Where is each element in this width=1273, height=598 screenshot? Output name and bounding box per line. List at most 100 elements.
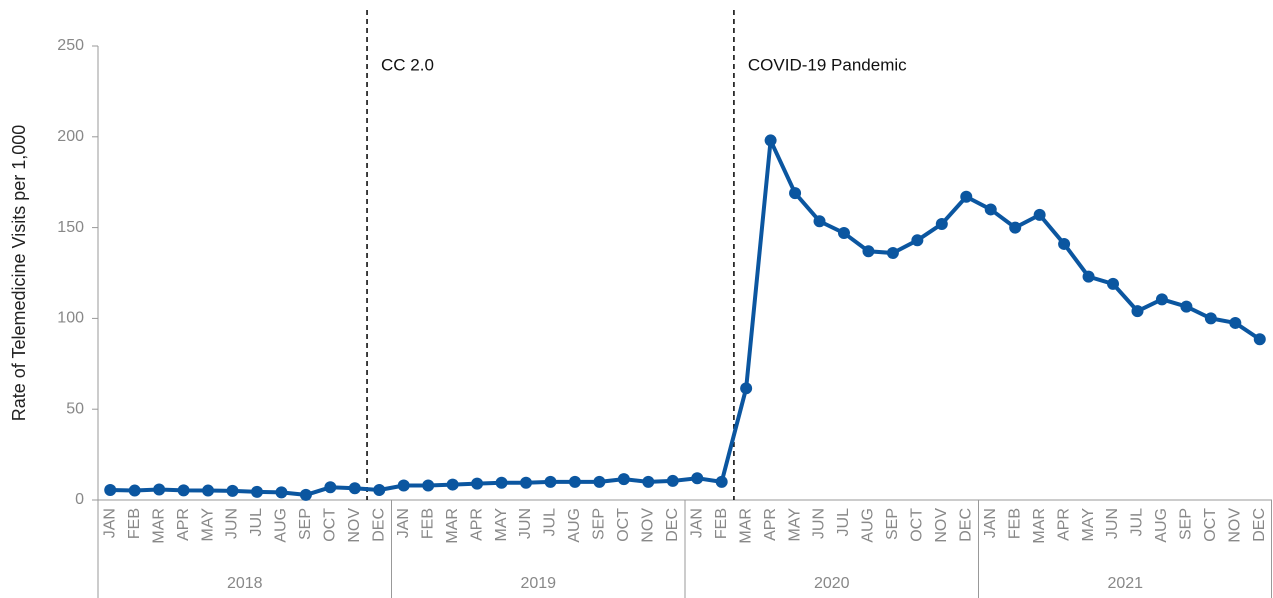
x-tick-label: JUL — [1129, 508, 1146, 537]
x-tick-label: JAN — [395, 508, 412, 538]
point — [1082, 270, 1095, 283]
point — [764, 134, 777, 147]
x-tick-label: MAR — [1031, 508, 1048, 544]
group-label: 2019 — [520, 575, 556, 592]
x-tick-label: OCT — [909, 508, 926, 542]
point — [715, 475, 728, 488]
point — [789, 187, 802, 200]
x-tick-label: NOV — [346, 508, 363, 543]
point — [568, 475, 581, 488]
y-tick-label: 150 — [57, 219, 84, 236]
x-tick-label: APR — [1055, 508, 1072, 541]
y-tick-label: 50 — [66, 400, 84, 417]
x-tick-label: JAN — [101, 508, 118, 538]
point — [544, 475, 557, 488]
x-tick-label: JAN — [688, 508, 705, 538]
point — [397, 479, 410, 492]
x-tick-label: JAN — [982, 508, 999, 538]
point — [495, 476, 508, 489]
point — [911, 234, 924, 247]
x-tick-label: SEP — [1178, 508, 1195, 540]
x-tick-label: JUN — [517, 508, 534, 539]
series-line — [110, 138, 1261, 497]
point — [642, 475, 655, 488]
x-tick-label: OCT — [1202, 508, 1219, 542]
annotation: CC 2.0 — [381, 55, 434, 74]
point — [1253, 333, 1266, 346]
point — [593, 475, 606, 488]
x-tick-label: APR — [762, 508, 779, 541]
x-tick-label: DEC — [664, 508, 681, 542]
point — [104, 484, 117, 497]
point — [446, 478, 459, 491]
x-tick-label: MAY — [493, 508, 510, 542]
point — [520, 476, 533, 489]
x-tick-label: FEB — [1006, 508, 1023, 539]
point — [202, 484, 215, 497]
point — [984, 203, 997, 216]
point — [740, 382, 753, 395]
point — [1155, 293, 1168, 306]
point — [128, 484, 141, 497]
x-tick-label: NOV — [1227, 508, 1244, 543]
y-tick-label: 250 — [57, 37, 84, 54]
point — [1009, 221, 1022, 234]
point — [666, 474, 679, 487]
point — [1131, 305, 1144, 318]
group-label: 2018 — [227, 575, 263, 592]
annotation: COVID-19 Pandemic — [748, 55, 907, 74]
y-axis-label: Rate of Telemedicine Visits per 1,000 — [9, 125, 29, 422]
point — [153, 483, 166, 496]
point — [250, 485, 263, 498]
x-tick-label: MAR — [150, 508, 167, 544]
point — [373, 484, 386, 497]
x-tick-label: APR — [468, 508, 485, 541]
x-tick-label: APR — [175, 508, 192, 541]
x-tick-label: AUG — [860, 508, 877, 543]
group-label: 2021 — [1107, 575, 1143, 592]
x-tick-label: JUN — [1104, 508, 1121, 539]
y-tick-label: 200 — [57, 128, 84, 145]
point — [691, 472, 704, 485]
point — [837, 227, 850, 240]
x-tick-label: MAR — [737, 508, 754, 544]
point — [960, 190, 973, 203]
x-tick-label: FEB — [713, 508, 730, 539]
x-tick-label: MAY — [1080, 508, 1097, 542]
point — [324, 481, 337, 494]
point — [275, 486, 288, 499]
point — [1229, 316, 1242, 329]
point — [471, 477, 484, 490]
x-tick-label: JUN — [811, 508, 828, 539]
x-tick-label: DEC — [1251, 508, 1268, 542]
x-tick-label: OCT — [615, 508, 632, 542]
point — [935, 217, 948, 230]
x-tick-label: SEP — [591, 508, 608, 540]
x-tick-label: DEC — [957, 508, 974, 542]
x-tick-label: JUL — [835, 508, 852, 537]
x-tick-label: NOV — [640, 508, 657, 543]
point — [177, 484, 190, 497]
x-tick-label: SEP — [297, 508, 314, 540]
x-tick-label: AUG — [566, 508, 583, 543]
point — [226, 484, 239, 497]
y-tick-label: 100 — [57, 310, 84, 327]
point — [1180, 300, 1193, 313]
point — [886, 247, 899, 260]
x-tick-label: AUG — [1153, 508, 1170, 543]
point — [299, 488, 312, 501]
x-tick-label: JUL — [542, 508, 559, 537]
x-tick-label: MAR — [444, 508, 461, 544]
x-tick-label: OCT — [322, 508, 339, 542]
x-tick-label: DEC — [370, 508, 387, 542]
x-tick-label: MAY — [199, 508, 216, 542]
point — [862, 245, 875, 258]
group-label: 2020 — [814, 575, 850, 592]
x-tick-label: JUL — [248, 508, 265, 537]
point — [1033, 208, 1046, 221]
point — [1058, 237, 1071, 250]
x-tick-label: NOV — [933, 508, 950, 543]
x-tick-label: MAY — [786, 508, 803, 542]
x-tick-label: JUN — [224, 508, 241, 539]
